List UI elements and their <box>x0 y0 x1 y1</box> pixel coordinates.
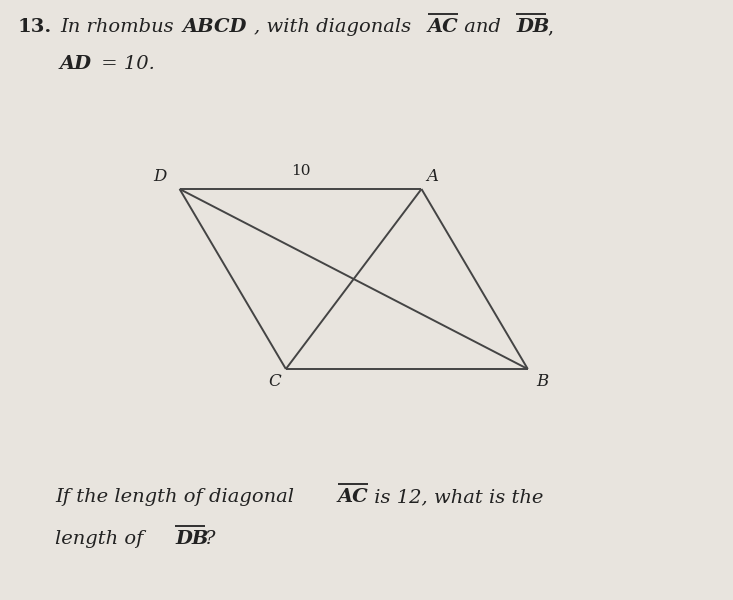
Text: AD: AD <box>60 55 92 73</box>
Text: is 12, what is the: is 12, what is the <box>368 488 543 506</box>
Text: 10: 10 <box>291 164 310 178</box>
Text: and: and <box>458 18 507 36</box>
Text: ,: , <box>547 18 553 36</box>
Text: = 10.: = 10. <box>95 55 155 73</box>
Text: D: D <box>153 168 166 185</box>
Text: C: C <box>268 373 281 390</box>
Text: ABCD: ABCD <box>183 18 247 36</box>
Text: If the length of diagonal: If the length of diagonal <box>55 488 301 506</box>
Text: DB: DB <box>516 18 549 36</box>
Text: In rhombus: In rhombus <box>60 18 180 36</box>
Text: , with diagonals: , with diagonals <box>254 18 417 36</box>
Text: ?: ? <box>205 530 216 548</box>
Text: AC: AC <box>338 488 369 506</box>
Text: length of: length of <box>55 530 150 548</box>
Text: AC: AC <box>428 18 459 36</box>
Text: B: B <box>536 373 548 390</box>
Text: A: A <box>427 168 438 185</box>
Text: 13.: 13. <box>18 18 52 36</box>
Text: DB: DB <box>175 530 208 548</box>
